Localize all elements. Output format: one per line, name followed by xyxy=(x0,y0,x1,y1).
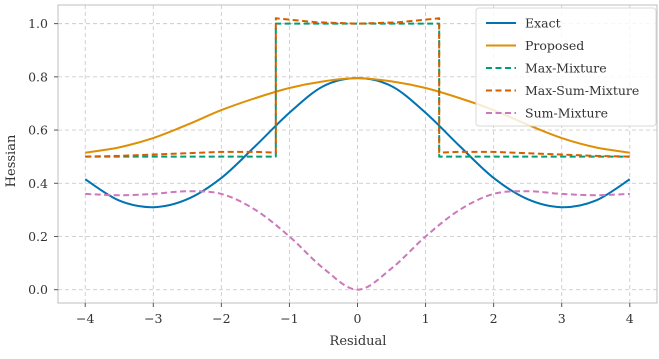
series-line-sum-mixture xyxy=(85,190,630,291)
legend-label-exact: Exact xyxy=(525,16,561,31)
x-tick-label: 2 xyxy=(490,311,498,326)
x-tick-label: −2 xyxy=(212,311,230,326)
legend-label-sum-mixture: Sum-Mixture xyxy=(525,106,608,121)
y-tick-label: 1.0 xyxy=(28,16,48,31)
y-tick-label: 0.4 xyxy=(28,176,48,191)
y-tick-label: 0.6 xyxy=(28,123,48,138)
series-line-proposed xyxy=(85,77,630,154)
x-tick-label: 3 xyxy=(558,311,566,326)
y-tick-label: 0.0 xyxy=(28,282,48,297)
legend-label-max-mixture: Max-Mixture xyxy=(525,61,607,76)
legend-box xyxy=(475,7,657,127)
x-axis-title: Residual xyxy=(330,334,387,349)
series-layer xyxy=(84,17,631,291)
axes-layer: −4 −3 −2 −1 0 1 2 3 4 0.0 0.2 0.4 0.6 0.8 1.0 xyxy=(28,4,658,326)
legend-label-max-sum-mixture: Max-Sum-Mixture xyxy=(525,83,639,98)
x-tick-label: −3 xyxy=(144,311,162,326)
x-tick-label: 0 xyxy=(354,311,362,326)
y-tick-label: 0.8 xyxy=(28,69,48,84)
legend: Exact Proposed Max-Mixture Max-Sum-Mixture S… xyxy=(475,7,657,127)
x-tick-label: 4 xyxy=(626,311,634,326)
series-line-max-mixture xyxy=(85,22,630,158)
y-axis-title: Hessian xyxy=(4,134,19,187)
y-tick-label: 0.2 xyxy=(28,229,48,244)
x-tick-label: 1 xyxy=(422,311,430,326)
legend-label-proposed: Proposed xyxy=(525,38,584,53)
x-tick-label: −1 xyxy=(280,311,298,326)
x-tick-label: −4 xyxy=(76,311,94,326)
